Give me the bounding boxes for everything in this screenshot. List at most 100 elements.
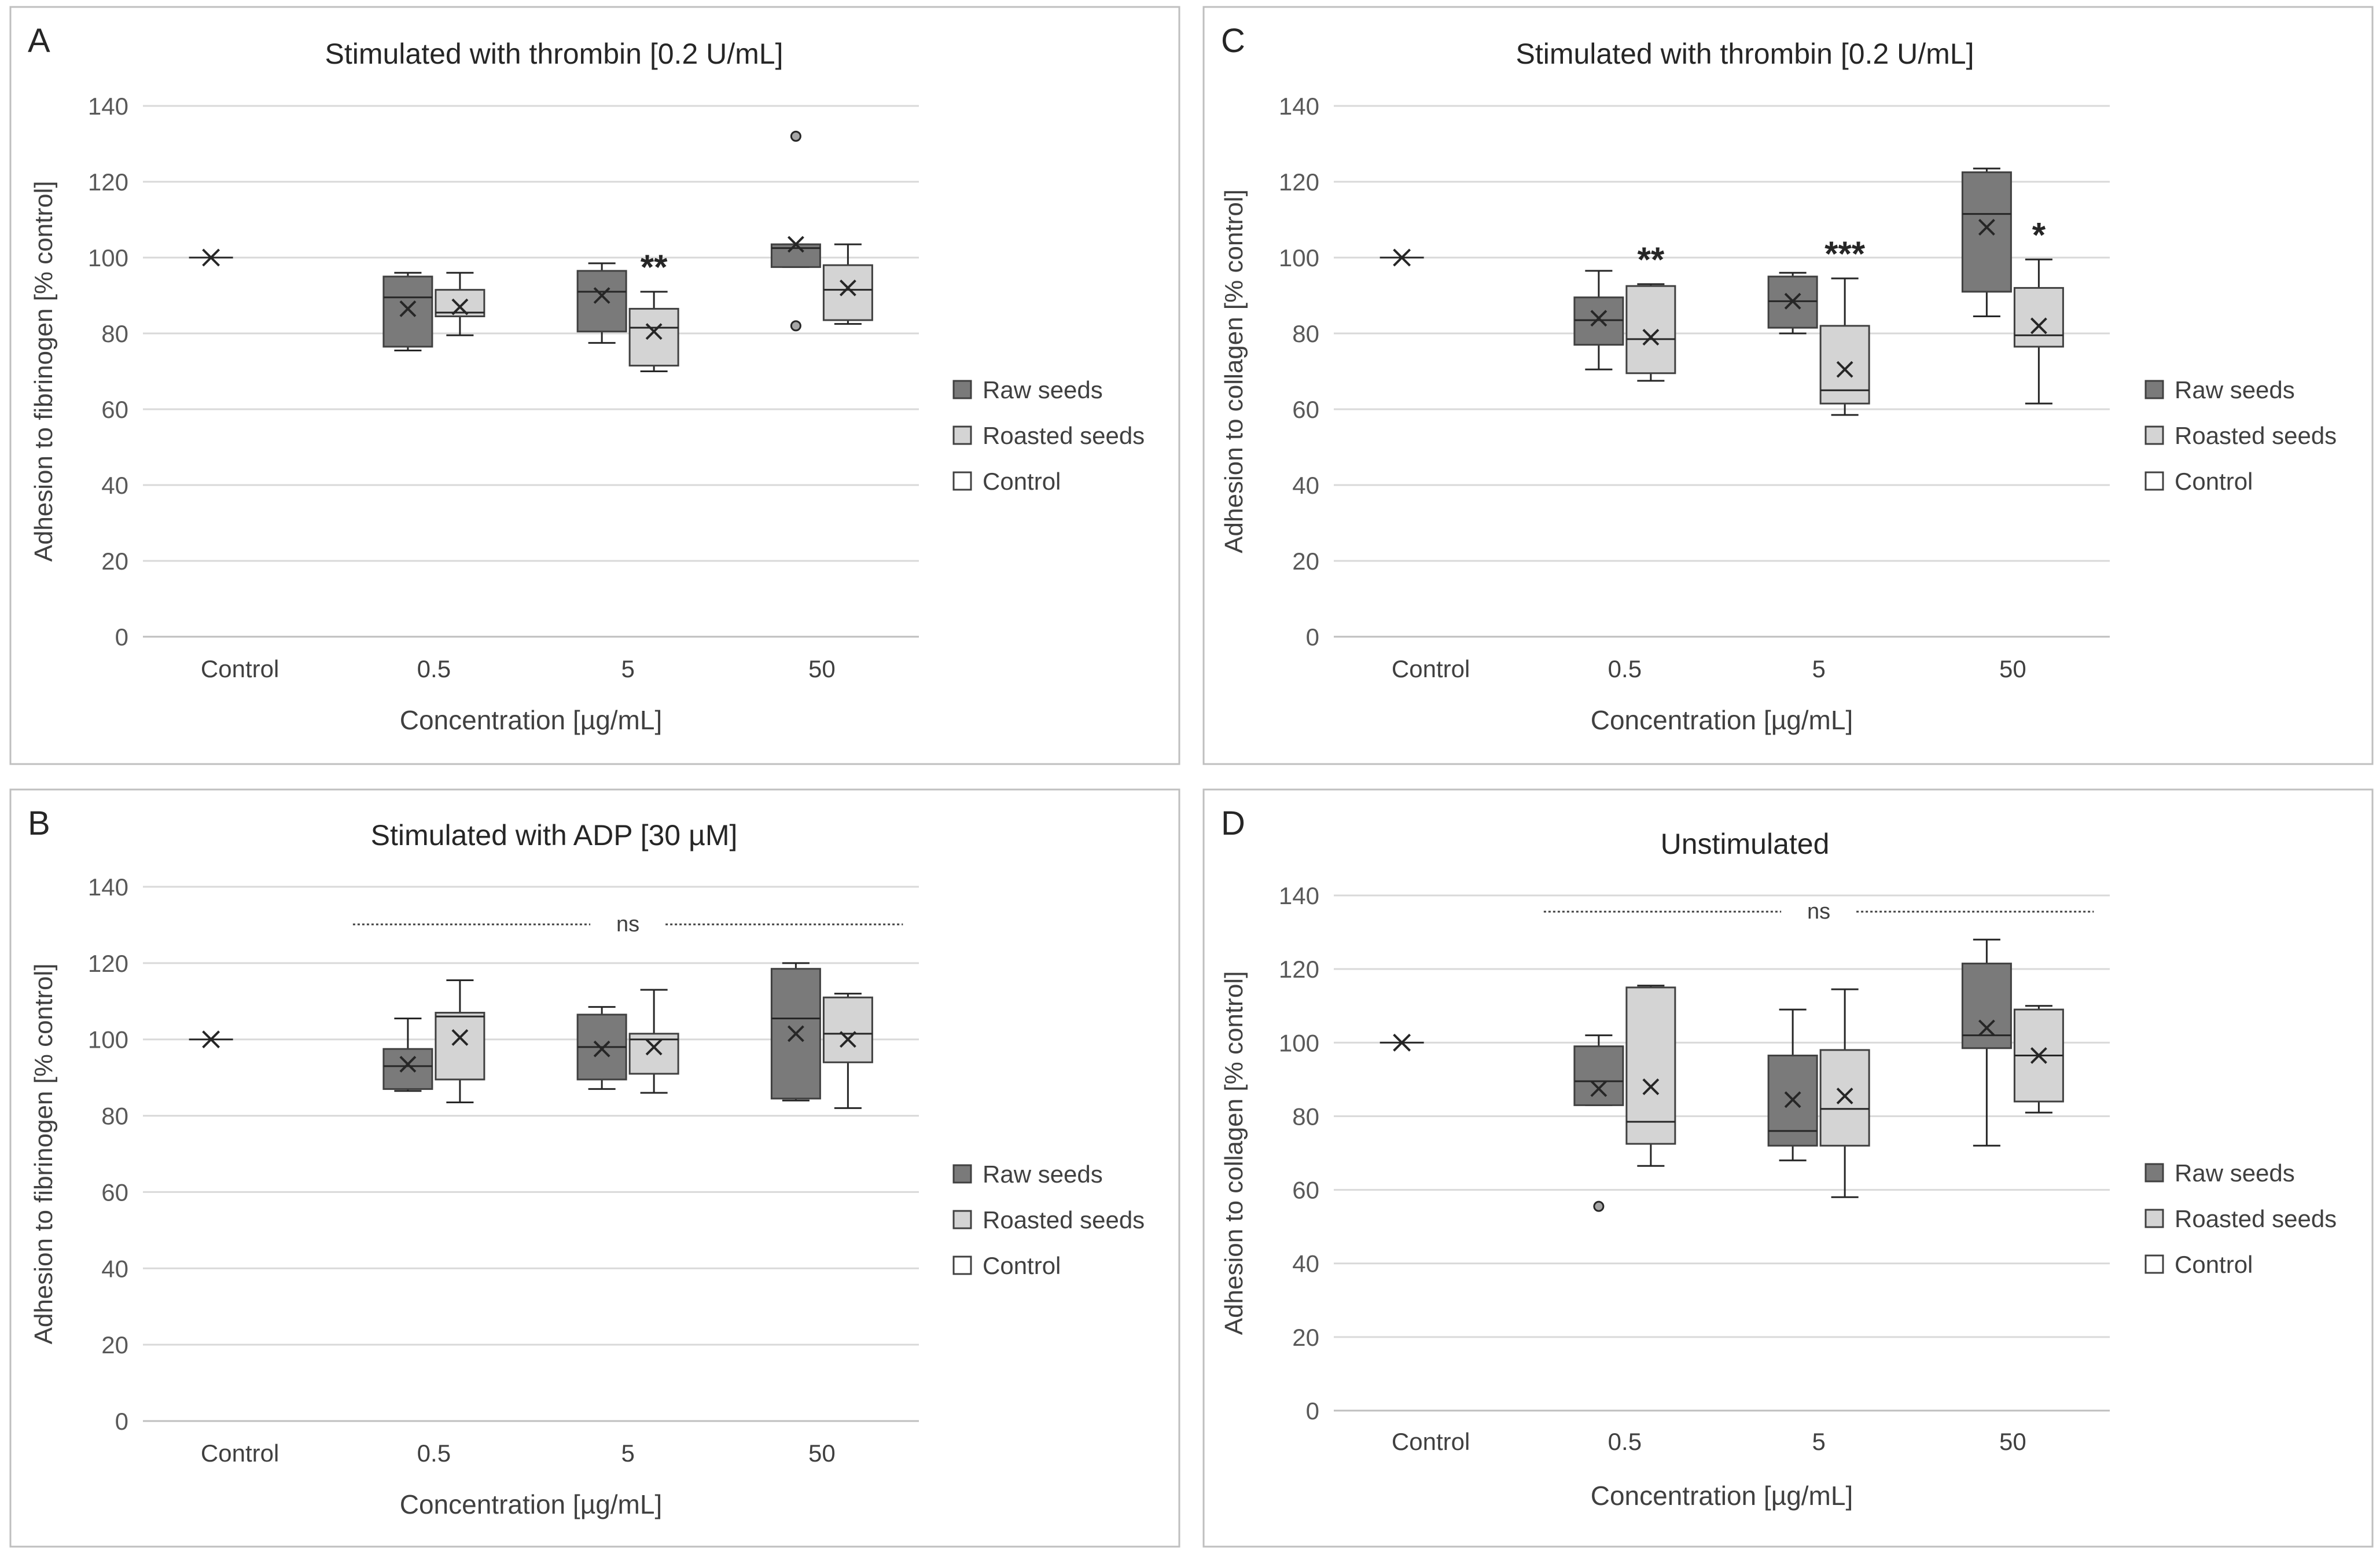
legend-swatch-1 (952, 1210, 972, 1229)
mean-marker (2030, 1047, 2047, 1064)
legend-swatch-0 (952, 1164, 972, 1184)
box-raw-50 (770, 962, 821, 1102)
y-tick-label: 60 (101, 396, 128, 423)
control-mean-marker (202, 1030, 220, 1049)
y-tick-label: 0 (115, 1408, 128, 1435)
x-axis-label: Concentration [µg/mL] (400, 1489, 663, 1519)
control-mean-marker (202, 248, 220, 267)
box-raw-5 (576, 1006, 627, 1090)
control-mean-marker (1393, 248, 1411, 267)
legend-swatch-2 (952, 1255, 972, 1275)
mean-marker (399, 1056, 417, 1073)
x-tick-label: Control (1392, 1428, 1470, 1455)
legend-swatch-2 (2144, 1254, 2164, 1274)
mean-marker (399, 300, 417, 317)
iqr-box (382, 1048, 433, 1090)
box-raw-0.5 (1573, 1034, 1624, 1212)
legend-swatch-0 (2144, 380, 2164, 399)
x-tick-label: 5 (1812, 655, 1825, 682)
y-axis-label: Adhesion to collagen [% control] (1220, 189, 1248, 553)
box-roasted-50: * (2013, 215, 2064, 405)
y-tick-label: 100 (88, 1026, 128, 1053)
box-raw-50 (1961, 938, 2012, 1147)
ns-label: ns (1807, 900, 1830, 924)
legend-label: Roasted seeds (983, 1206, 1145, 1233)
iqr-box (822, 996, 873, 1063)
mean-marker (1836, 1088, 1853, 1104)
box-roasted-50 (822, 243, 873, 325)
mean-marker (1978, 219, 1995, 236)
iqr-box (1625, 285, 1676, 375)
y-tick-label: 140 (1279, 93, 1319, 120)
box-raw-0.5 (382, 1017, 433, 1092)
box-roasted-50 (822, 993, 873, 1109)
panel-d: D Unstimulated 0 20 40 60 80 100 120 140 Adhesion … (1202, 788, 2374, 1548)
legend-label: Control (2175, 1251, 2253, 1278)
iqr-box (435, 1012, 485, 1081)
legend-label: Control (2175, 468, 2253, 495)
panel-frame (9, 788, 1180, 1548)
mean-marker (1642, 329, 1660, 346)
mean-marker (1784, 1091, 1801, 1108)
mean-marker (839, 1031, 856, 1048)
y-tick-label: 20 (101, 548, 128, 575)
significance-label: ** (1638, 240, 1665, 279)
mean-marker (1836, 361, 1853, 378)
y-tick-label: 0 (115, 623, 128, 651)
y-tick-label: 20 (1292, 1324, 1319, 1351)
x-tick-label: Control (201, 1440, 279, 1467)
x-tick-label: 50 (808, 1440, 836, 1467)
box-raw-0.5 (382, 271, 433, 351)
legend-label: Control (983, 1252, 1061, 1279)
x-tick-label: 0.5 (1608, 655, 1642, 682)
mean-marker (593, 287, 610, 304)
iqr-box (1573, 296, 1624, 346)
y-tick-label: 0 (1306, 623, 1319, 651)
y-tick-label: 60 (101, 1178, 128, 1206)
y-tick-label: 140 (1279, 882, 1319, 909)
legend-label: Raw seeds (983, 376, 1103, 403)
panel-label: B (28, 805, 50, 842)
significance-label: ** (641, 248, 668, 287)
y-tick-label: 100 (88, 244, 128, 271)
mean-marker (1784, 292, 1801, 310)
y-tick-label: 40 (1292, 1250, 1319, 1277)
outlier-point (790, 320, 801, 332)
x-tick-label: 0.5 (417, 655, 451, 682)
chart-title: Stimulated with thrombin [0.2 U/mL] (1516, 38, 1974, 70)
ns-label: ns (616, 912, 639, 937)
box-raw-50 (770, 130, 821, 332)
mean-marker (645, 1038, 663, 1056)
legend-label: Raw seeds (983, 1161, 1103, 1188)
chart-title: Stimulated with thrombin [0.2 U/mL] (325, 38, 783, 70)
box-raw-0.5 (1573, 270, 1624, 370)
legend-label: Roasted seeds (2175, 1205, 2337, 1232)
panel-label: C (1221, 22, 1245, 60)
box-roasted-5: *** (1819, 234, 1870, 416)
y-tick-label: 140 (88, 873, 128, 901)
mean-marker (593, 1040, 610, 1058)
x-axis-label: Concentration [µg/mL] (400, 705, 663, 735)
legend-swatch-0 (952, 380, 972, 399)
panel-frame (1202, 788, 2374, 1548)
y-tick-label: 20 (101, 1331, 128, 1359)
panel-b: B Stimulated with ADP [30 µM] 0 20 40 60 80 100… (9, 788, 1180, 1548)
y-tick-label: 100 (1279, 244, 1319, 271)
iqr-box (1573, 1045, 1624, 1106)
y-tick-label: 60 (1292, 396, 1319, 423)
y-tick-label: 100 (1279, 1029, 1319, 1056)
y-tick-label: 40 (101, 1255, 128, 1282)
y-tick-label: 80 (1292, 320, 1319, 347)
y-tick-label: 140 (88, 93, 128, 120)
panel-frame (9, 6, 1180, 765)
mean-marker (1590, 310, 1607, 327)
box-roasted-0.5: ** (1625, 240, 1676, 382)
box-roasted-0.5 (435, 271, 485, 336)
mean-marker (645, 323, 663, 340)
y-tick-label: 120 (88, 950, 128, 977)
box-roasted-5: ** (628, 248, 679, 372)
y-axis-label: Adhesion to collagen [% control] (1220, 971, 1248, 1335)
box-roasted-5 (1819, 988, 1870, 1198)
x-axis-label: Concentration [µg/mL] (1591, 705, 1853, 735)
